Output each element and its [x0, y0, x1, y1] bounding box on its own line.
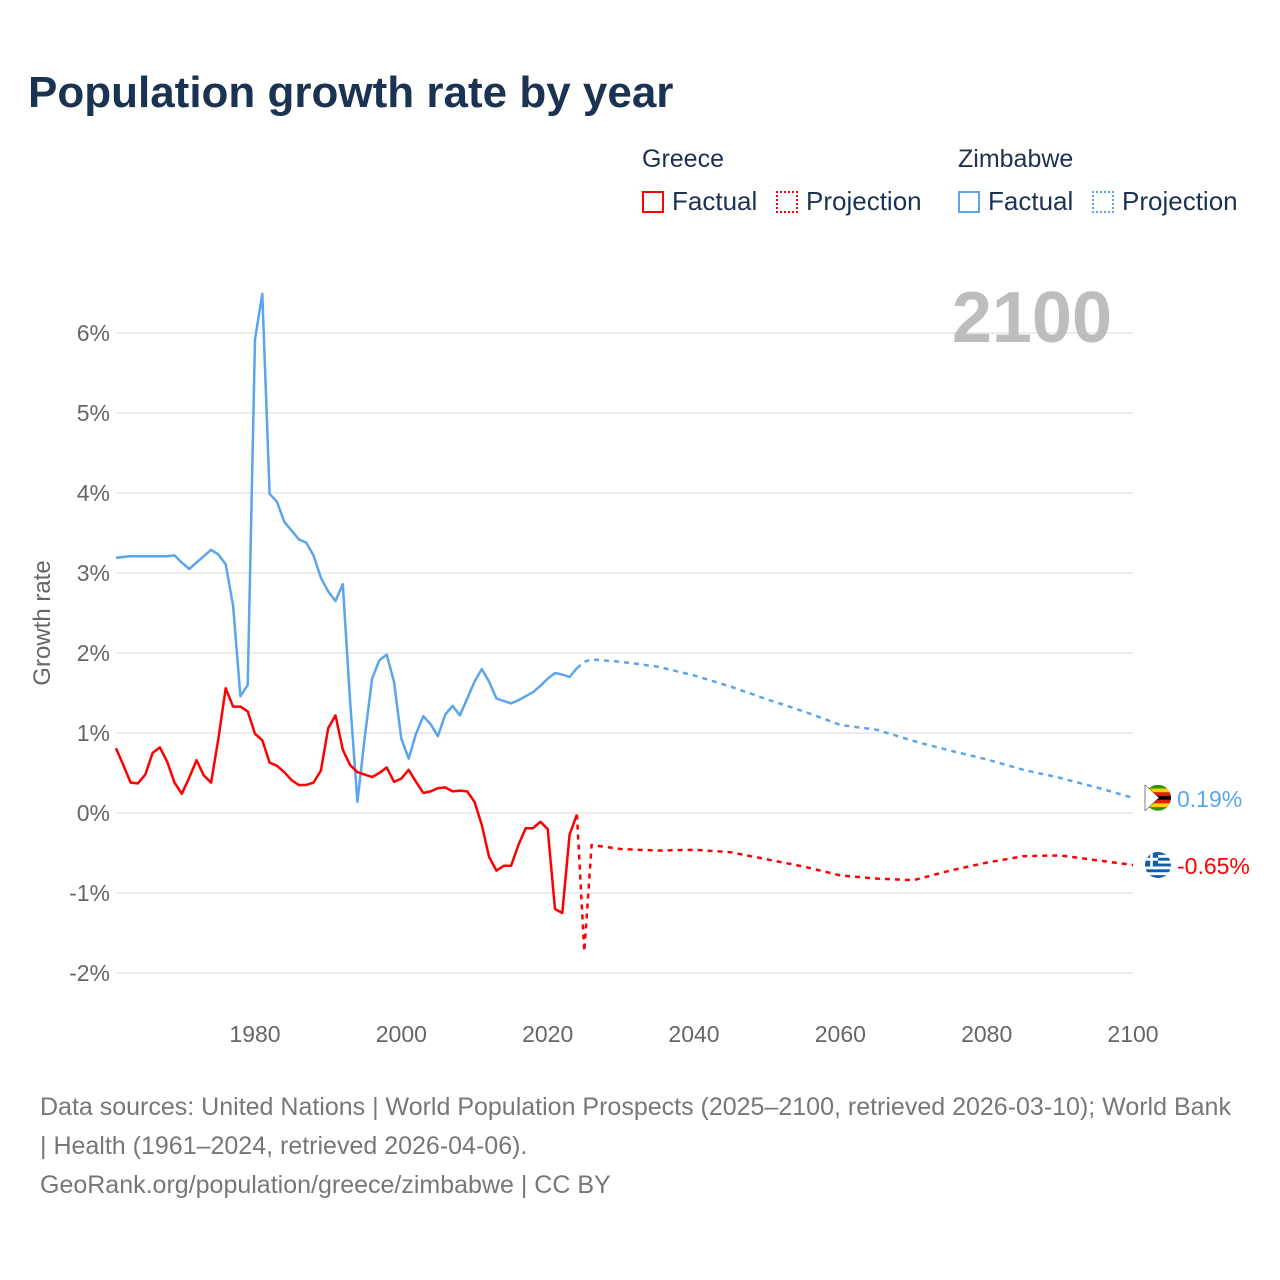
flag-stripe	[1145, 866, 1171, 870]
y-tick-label: 4%	[77, 480, 110, 506]
footer: Data sources: United Nations | World Pop…	[40, 1088, 1240, 1205]
legend-zimbabwe-factual[interactable]: Factual	[958, 186, 1073, 217]
legend-swatch	[776, 190, 798, 213]
greece-end-label: -0.65%	[1177, 853, 1250, 879]
series-line-zimbabwe-factual	[115, 292, 578, 804]
legend-swatch	[642, 190, 664, 213]
legend-label: Projection	[1122, 186, 1238, 216]
attribution-link[interactable]: GeoRank.org/population/greece/zimbabwe |…	[40, 1171, 611, 1199]
flag-stripe	[1145, 792, 1171, 797]
year-label: 2100	[952, 278, 1112, 358]
legend-greece-projection[interactable]: Projection	[776, 186, 922, 217]
series-line-greece-projection	[575, 814, 1134, 953]
legend-zimbabwe-projection[interactable]: Projection	[1092, 186, 1238, 217]
x-tick-label: 2100	[1107, 1021, 1158, 1047]
zimbabwe-end-label: 0.19%	[1177, 786, 1242, 812]
y-tick-label: -2%	[69, 960, 110, 986]
legend-group-greece: Greece	[642, 145, 724, 173]
flag-stripe	[1145, 875, 1171, 878]
flag-stripe	[1145, 799, 1171, 804]
data-sources: Data sources: United Nations | World Pop…	[40, 1093, 1231, 1160]
flag-triangle	[1144, 784, 1160, 812]
y-tick-label: -1%	[69, 880, 110, 906]
flag-stripe	[1145, 872, 1171, 876]
legend-label: Factual	[672, 186, 758, 216]
flag-stripe	[1145, 784, 1171, 790]
flag-stripe	[1145, 869, 1171, 873]
legend-swatch	[1092, 190, 1114, 213]
x-tick-label: 2020	[522, 1021, 573, 1047]
x-tick-label: 1980	[229, 1021, 280, 1047]
y-tick-label: 5%	[77, 400, 110, 426]
chart-title: Population growth rate by year	[28, 68, 674, 117]
series-line-zimbabwe-projection	[576, 658, 1134, 800]
legend-label: Projection	[806, 186, 922, 216]
flag-stripe	[1145, 807, 1171, 811]
flag-cross	[1150, 852, 1153, 867]
legend-greece-factual[interactable]: Factual	[642, 186, 757, 217]
series-line-greece-factual	[114, 686, 579, 915]
y-tick-label: 6%	[77, 320, 110, 346]
y-tick-label: 3%	[77, 560, 110, 586]
y-tick-label: 2%	[77, 640, 110, 666]
legend-swatch	[958, 190, 980, 213]
y-tick-label: 0%	[77, 800, 110, 826]
y-tick-label: 1%	[77, 720, 110, 746]
x-tick-label: 2080	[961, 1021, 1012, 1047]
x-tick-label: 2060	[815, 1021, 866, 1047]
x-tick-label: 2000	[376, 1021, 427, 1047]
flag-stripe	[1145, 788, 1171, 793]
y-axis-label: Growth rate	[29, 560, 56, 685]
x-tick-label: 2040	[668, 1021, 719, 1047]
flag-stripe	[1145, 803, 1171, 808]
zimbabwe-flag-icon	[1144, 784, 1171, 812]
legend-label: Factual	[988, 186, 1074, 216]
legend-group-zimbabwe: Zimbabwe	[958, 145, 1074, 173]
greece-flag-icon	[1145, 852, 1171, 878]
